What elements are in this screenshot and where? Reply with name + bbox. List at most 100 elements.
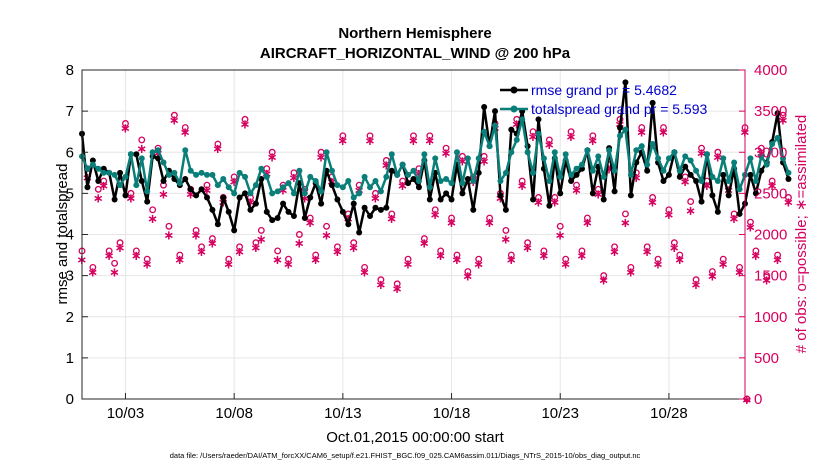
- spread-point: [627, 171, 634, 178]
- obs-assimilated-marker: ∗: [767, 178, 778, 193]
- spread-point: [187, 167, 194, 174]
- rmse-point: [372, 204, 379, 211]
- spread-point: [769, 141, 776, 148]
- obs-possible-marker: [768, 177, 776, 185]
- obs-assimilated-marker: ∗: [180, 125, 191, 140]
- obs-possible-marker: [486, 214, 494, 222]
- y2-tick-label: 1500: [754, 268, 787, 285]
- rmse-point: [318, 200, 325, 207]
- y-tick-label: 4: [66, 227, 74, 244]
- rmse-point: [155, 155, 162, 162]
- rmse-point: [367, 212, 374, 219]
- rmse-point: [117, 169, 124, 176]
- rmse-point: [263, 208, 270, 215]
- obs-possible-marker: [105, 247, 113, 255]
- obs-possible-marker: [165, 222, 173, 230]
- obs-assimilated-marker: ∗: [343, 211, 354, 226]
- spread-point: [665, 155, 672, 162]
- spread-point: [318, 188, 325, 195]
- spread-point: [95, 165, 102, 172]
- spread-point: [252, 182, 259, 189]
- spread-point: [193, 171, 200, 178]
- rmse-point: [301, 215, 308, 222]
- obs-assimilated-marker: ∗: [571, 182, 582, 197]
- obs-assimilated-marker: ∗: [109, 265, 120, 280]
- y-tick-label: 7: [66, 103, 74, 120]
- obs-assimilated-marker: ∗: [207, 236, 218, 251]
- obs-possible-marker: [111, 259, 119, 267]
- spread-point: [622, 126, 629, 133]
- obs-assimilated-marker: ∗: [511, 116, 522, 131]
- x-tick-label: 10/13: [324, 405, 362, 422]
- rmse-point: [280, 200, 287, 207]
- obs-possible-marker: [225, 255, 233, 263]
- obs-assimilated-marker: ∗: [191, 228, 202, 243]
- rmse-point: [383, 204, 390, 211]
- spread-point: [780, 155, 787, 162]
- rmse-point: [415, 184, 422, 191]
- spread-point: [214, 182, 221, 189]
- obs-possible-marker: [692, 276, 700, 284]
- obs-assimilated-marker: ∗: [419, 236, 430, 251]
- obs-possible-marker: [535, 194, 542, 201]
- obs-possible-marker: [437, 247, 445, 255]
- spread-point: [117, 182, 124, 189]
- obs-assimilated-marker: ∗: [272, 252, 283, 267]
- obs-assimilated-marker: ∗: [457, 153, 468, 168]
- obs-possible-marker: [562, 255, 570, 263]
- spread-point: [372, 178, 379, 185]
- obs-possible-marker: [214, 140, 222, 148]
- rmse-point: [448, 196, 455, 203]
- obs-possible-marker: [230, 173, 238, 181]
- obs-possible-marker: [545, 136, 553, 144]
- spread-point: [127, 151, 134, 158]
- rmse-point: [709, 192, 716, 199]
- obs-assimilated-marker: ∗: [397, 178, 408, 193]
- spread-point: [361, 173, 368, 180]
- spread-point: [573, 165, 580, 172]
- spread-point: [280, 184, 287, 191]
- spread-point: [475, 155, 482, 162]
- obs-possible-marker: [393, 280, 401, 288]
- spread-point: [443, 175, 450, 182]
- rmse-point: [720, 171, 727, 178]
- obs-assimilated-marker: ∗: [729, 211, 740, 226]
- obs-assimilated-marker: ∗: [381, 158, 392, 173]
- obs-possible-marker: [746, 218, 754, 226]
- spread-point: [258, 165, 265, 172]
- obs-assimilated-marker: ∗: [321, 228, 332, 243]
- y2-tick-label: 500: [754, 350, 779, 367]
- obs-assimilated-marker: ∗: [234, 244, 245, 259]
- x-tick-label: 10/23: [541, 405, 579, 422]
- spread-point: [274, 188, 281, 195]
- spread-point: [736, 186, 743, 193]
- rmse-point: [111, 196, 118, 203]
- spread-point: [307, 173, 314, 180]
- obs-assimilated-marker: ∗: [718, 256, 729, 271]
- rmse-point: [339, 208, 346, 215]
- rmse-point: [252, 200, 259, 207]
- obs-assimilated-marker: ∗: [734, 265, 745, 280]
- obs-possible-marker: [714, 148, 722, 156]
- obs-assimilated-marker: ∗: [484, 215, 495, 230]
- y2-tick-label: 3000: [754, 144, 787, 161]
- spread-point: [464, 155, 471, 162]
- rmse-point: [182, 175, 189, 182]
- spread-point: [106, 169, 113, 176]
- obs-possible-marker: [339, 132, 347, 140]
- legend-rmse-marker: [510, 86, 518, 94]
- obs-possible-marker: [420, 235, 428, 243]
- obs-assimilated-marker: ∗: [544, 137, 555, 152]
- obs-possible-marker: [426, 132, 434, 140]
- obs-possible-marker: [236, 243, 244, 251]
- spread-point: [405, 171, 412, 178]
- obs-assimilated-marker: ∗: [310, 252, 321, 267]
- legend-spread-marker: [510, 105, 518, 113]
- obs-assimilated-marker: ∗: [267, 149, 278, 164]
- spread-point: [100, 169, 107, 176]
- spread-point: [655, 155, 662, 162]
- rmse-point: [725, 192, 732, 199]
- obs-possible-marker: [578, 247, 586, 255]
- spread-point: [557, 173, 564, 180]
- rmse-point: [600, 196, 607, 203]
